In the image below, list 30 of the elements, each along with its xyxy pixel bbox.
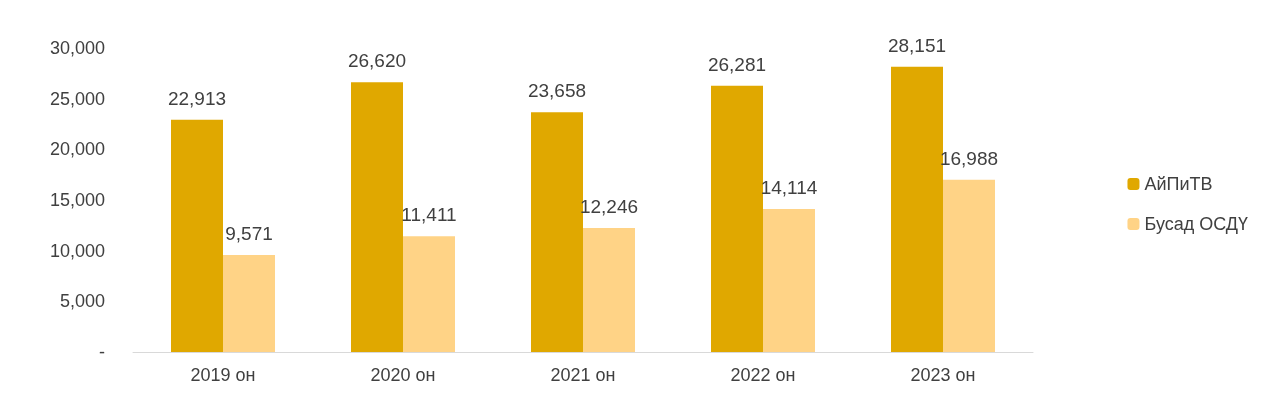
y-tick-label: - (99, 342, 105, 362)
data-label: 9,571 (225, 223, 273, 245)
x-tick-label: 2022 он (730, 365, 796, 385)
x-tick-label: 2023 он (910, 365, 976, 385)
y-tick-label: 25,000 (49, 88, 105, 109)
bar (171, 119, 223, 352)
y-tick-label: 10,000 (49, 240, 105, 261)
x-tick-label: 2020 он (370, 365, 436, 385)
bar (891, 66, 943, 352)
bar (351, 82, 403, 352)
y-tick-label: 30,000 (49, 38, 105, 58)
bar (223, 255, 275, 352)
data-label: 26,281 (707, 53, 767, 75)
data-label: 26,620 (347, 50, 407, 72)
legend-label: Бусад ОСДҮ (1144, 214, 1249, 234)
y-tick-label: 20,000 (49, 139, 105, 160)
data-label: 22,913 (167, 87, 227, 109)
bar (943, 179, 995, 352)
bar (531, 112, 583, 352)
y-tick-label: 15,000 (49, 190, 105, 210)
legend-label: АйПиТВ (1144, 174, 1213, 194)
bar (711, 85, 763, 352)
x-tick-label: 2021 он (550, 365, 616, 385)
bar (403, 236, 455, 352)
data-label: 23,658 (527, 80, 587, 102)
data-label: 28,151 (887, 34, 947, 56)
bar (763, 208, 815, 352)
x-tick-label: 2019 он (190, 365, 256, 385)
bar (583, 227, 635, 352)
y-tick-label: 5,000 (59, 291, 105, 312)
